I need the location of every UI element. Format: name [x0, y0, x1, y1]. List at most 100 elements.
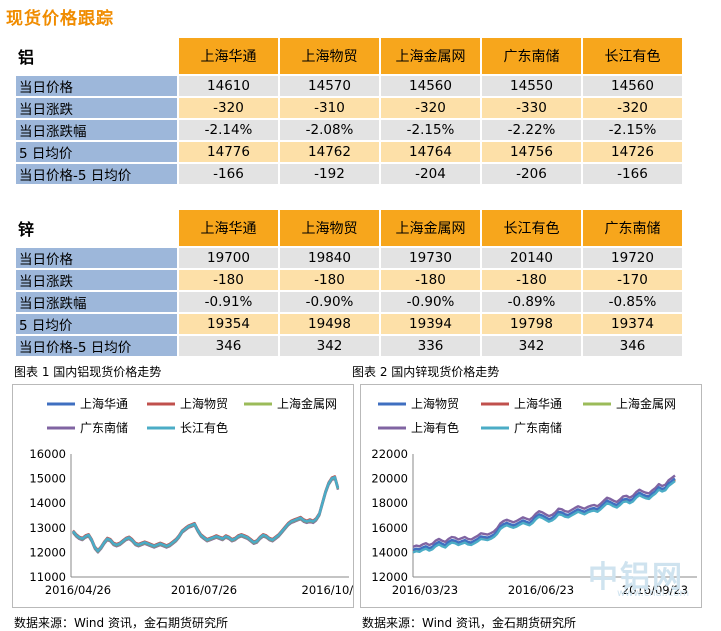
y-tick-label: 12000: [29, 545, 66, 559]
table-cell: 14560: [381, 76, 480, 96]
row-label: 当日价格: [16, 76, 177, 96]
table-cell: 19798: [482, 314, 581, 334]
source-header: 广东南储: [482, 38, 581, 74]
table-cell: 19840: [280, 248, 379, 268]
table-cell: 19730: [381, 248, 480, 268]
y-tick-label: 11000: [29, 570, 66, 584]
legend-label: 长江有色: [180, 421, 228, 435]
table-cell: -180: [280, 270, 379, 290]
y-tick-label: 18000: [371, 496, 408, 510]
table-cell: -180: [482, 270, 581, 290]
table-cell: -310: [280, 98, 379, 118]
y-tick-label: 15000: [29, 472, 66, 486]
table-cell: -0.85%: [583, 292, 682, 312]
y-tick-label: 13000: [29, 521, 66, 535]
x-tick-label: 2016/10/2: [302, 583, 353, 597]
legend-label: 上海物贸: [180, 396, 228, 411]
table-cell: 14570: [280, 76, 379, 96]
aluminum-chart: 上海华通 上海物贸 上海金属网广东南储 长江有色 16000 15000 14000 1300…: [12, 384, 354, 608]
table-cell: -2.08%: [280, 120, 379, 140]
x-tick-label: 2016/06/23: [508, 583, 574, 597]
table-row: 当日价格 14610 14570 14560 14550 14560: [16, 76, 682, 96]
table-cell: -0.90%: [381, 292, 480, 312]
metal-label: 锌: [16, 210, 177, 246]
table-cell: -180: [179, 270, 278, 290]
legend-label: 上海金属网: [277, 396, 337, 411]
x-tick-label: 2016/04/26: [45, 583, 111, 597]
table-cell: 346: [179, 336, 278, 356]
series-line: [72, 475, 340, 553]
chart1-caption: 图表 1 国内铝现货价格走势: [14, 365, 162, 379]
table-cell: -0.91%: [179, 292, 278, 312]
y-tick-label: 14000: [29, 496, 66, 510]
table-cell: 19700: [179, 248, 278, 268]
table-cell: 19720: [583, 248, 682, 268]
row-label: 当日涨跌幅: [16, 292, 177, 312]
table-row: 当日价格-5 日均价 346 342 336 342 346: [16, 336, 682, 356]
table-cell: 14756: [482, 142, 581, 162]
y-tick-label: 20000: [371, 472, 408, 486]
source-header: 上海金属网: [381, 38, 480, 74]
table-row: 5 日均价 14776 14762 14764 14756 14726: [16, 142, 682, 162]
table-cell: 20140: [482, 248, 581, 268]
table-cell: 19498: [280, 314, 379, 334]
table-cell: 19394: [381, 314, 480, 334]
table-cell: -180: [381, 270, 480, 290]
x-tick-label: 2016/09/23: [622, 583, 688, 597]
source-header: 上海物贸: [280, 210, 379, 246]
table-cell: -2.22%: [482, 120, 581, 140]
x-tick-label: 2016/07/26: [171, 583, 237, 597]
x-tick-label: 2016/03/23: [392, 583, 458, 597]
legend-label: 上海华通: [514, 396, 562, 411]
row-label: 当日涨跌幅: [16, 120, 177, 140]
table-cell: -170: [583, 270, 682, 290]
y-tick-label: 16000: [371, 521, 408, 535]
source-header: 长江有色: [583, 38, 682, 74]
source-header: 上海华通: [179, 38, 278, 74]
source-header: 上海物贸: [280, 38, 379, 74]
metal-label: 铝: [16, 38, 177, 74]
table-cell: -320: [583, 98, 682, 118]
row-label: 5 日均价: [16, 314, 177, 334]
chart2-caption: 图表 2 国内锌现货价格走势: [352, 365, 500, 379]
table-row: 当日涨跌 -320 -310 -320 -330 -320: [16, 98, 682, 118]
legend-label: 上海有色: [411, 420, 459, 435]
row-label: 5 日均价: [16, 142, 177, 162]
legend-label: 广东南储: [514, 420, 562, 435]
table-cell: -166: [179, 164, 278, 184]
y-tick-label: 22000: [371, 447, 408, 461]
table-cell: 14560: [583, 76, 682, 96]
table-cell: 19374: [583, 314, 682, 334]
table-row: 当日价格 19700 19840 19730 20140 19720: [16, 248, 682, 268]
legend-label: 上海金属网: [616, 396, 676, 411]
table-cell: 14610: [179, 76, 278, 96]
legend-label: 广东南储: [80, 420, 128, 435]
y-tick-label: 16000: [29, 447, 66, 461]
source-note: 数据来源：Wind 资讯，金石期货研究所: [14, 616, 228, 630]
y-tick-label: 12000: [371, 570, 408, 584]
zinc-chart: 上海物贸 上海华通 上海金属网上海有色 广东南储 22000 20000 18000 1600…: [360, 384, 702, 608]
table-cell: 346: [583, 336, 682, 356]
table-row: 当日涨跌 -180 -180 -180 -180 -170: [16, 270, 682, 290]
table-cell: -2.14%: [179, 120, 278, 140]
table-cell: -330: [482, 98, 581, 118]
source-header: 上海华通: [179, 210, 278, 246]
y-tick-label: 14000: [371, 545, 408, 559]
series-line: [412, 480, 676, 554]
zinc-price-table: 锌 上海华通 上海物贸 上海金属网 长江有色 广东南储 当日价格 19700 1…: [14, 208, 684, 358]
row-label: 当日涨跌: [16, 98, 177, 118]
series-line: [412, 474, 676, 549]
table-cell: 14764: [381, 142, 480, 162]
row-label: 当日涨跌: [16, 270, 177, 290]
legend-label: 上海物贸: [411, 396, 459, 411]
table-cell: 14762: [280, 142, 379, 162]
table-cell: 14776: [179, 142, 278, 162]
table-row: 5 日均价 19354 19498 19394 19798 19374: [16, 314, 682, 334]
table-cell: -192: [280, 164, 379, 184]
page-title: 现货价格跟踪: [6, 9, 114, 29]
legend-label: 上海华通: [80, 396, 128, 411]
table-cell: 14726: [583, 142, 682, 162]
table-cell: -206: [482, 164, 581, 184]
table-cell: 19354: [179, 314, 278, 334]
